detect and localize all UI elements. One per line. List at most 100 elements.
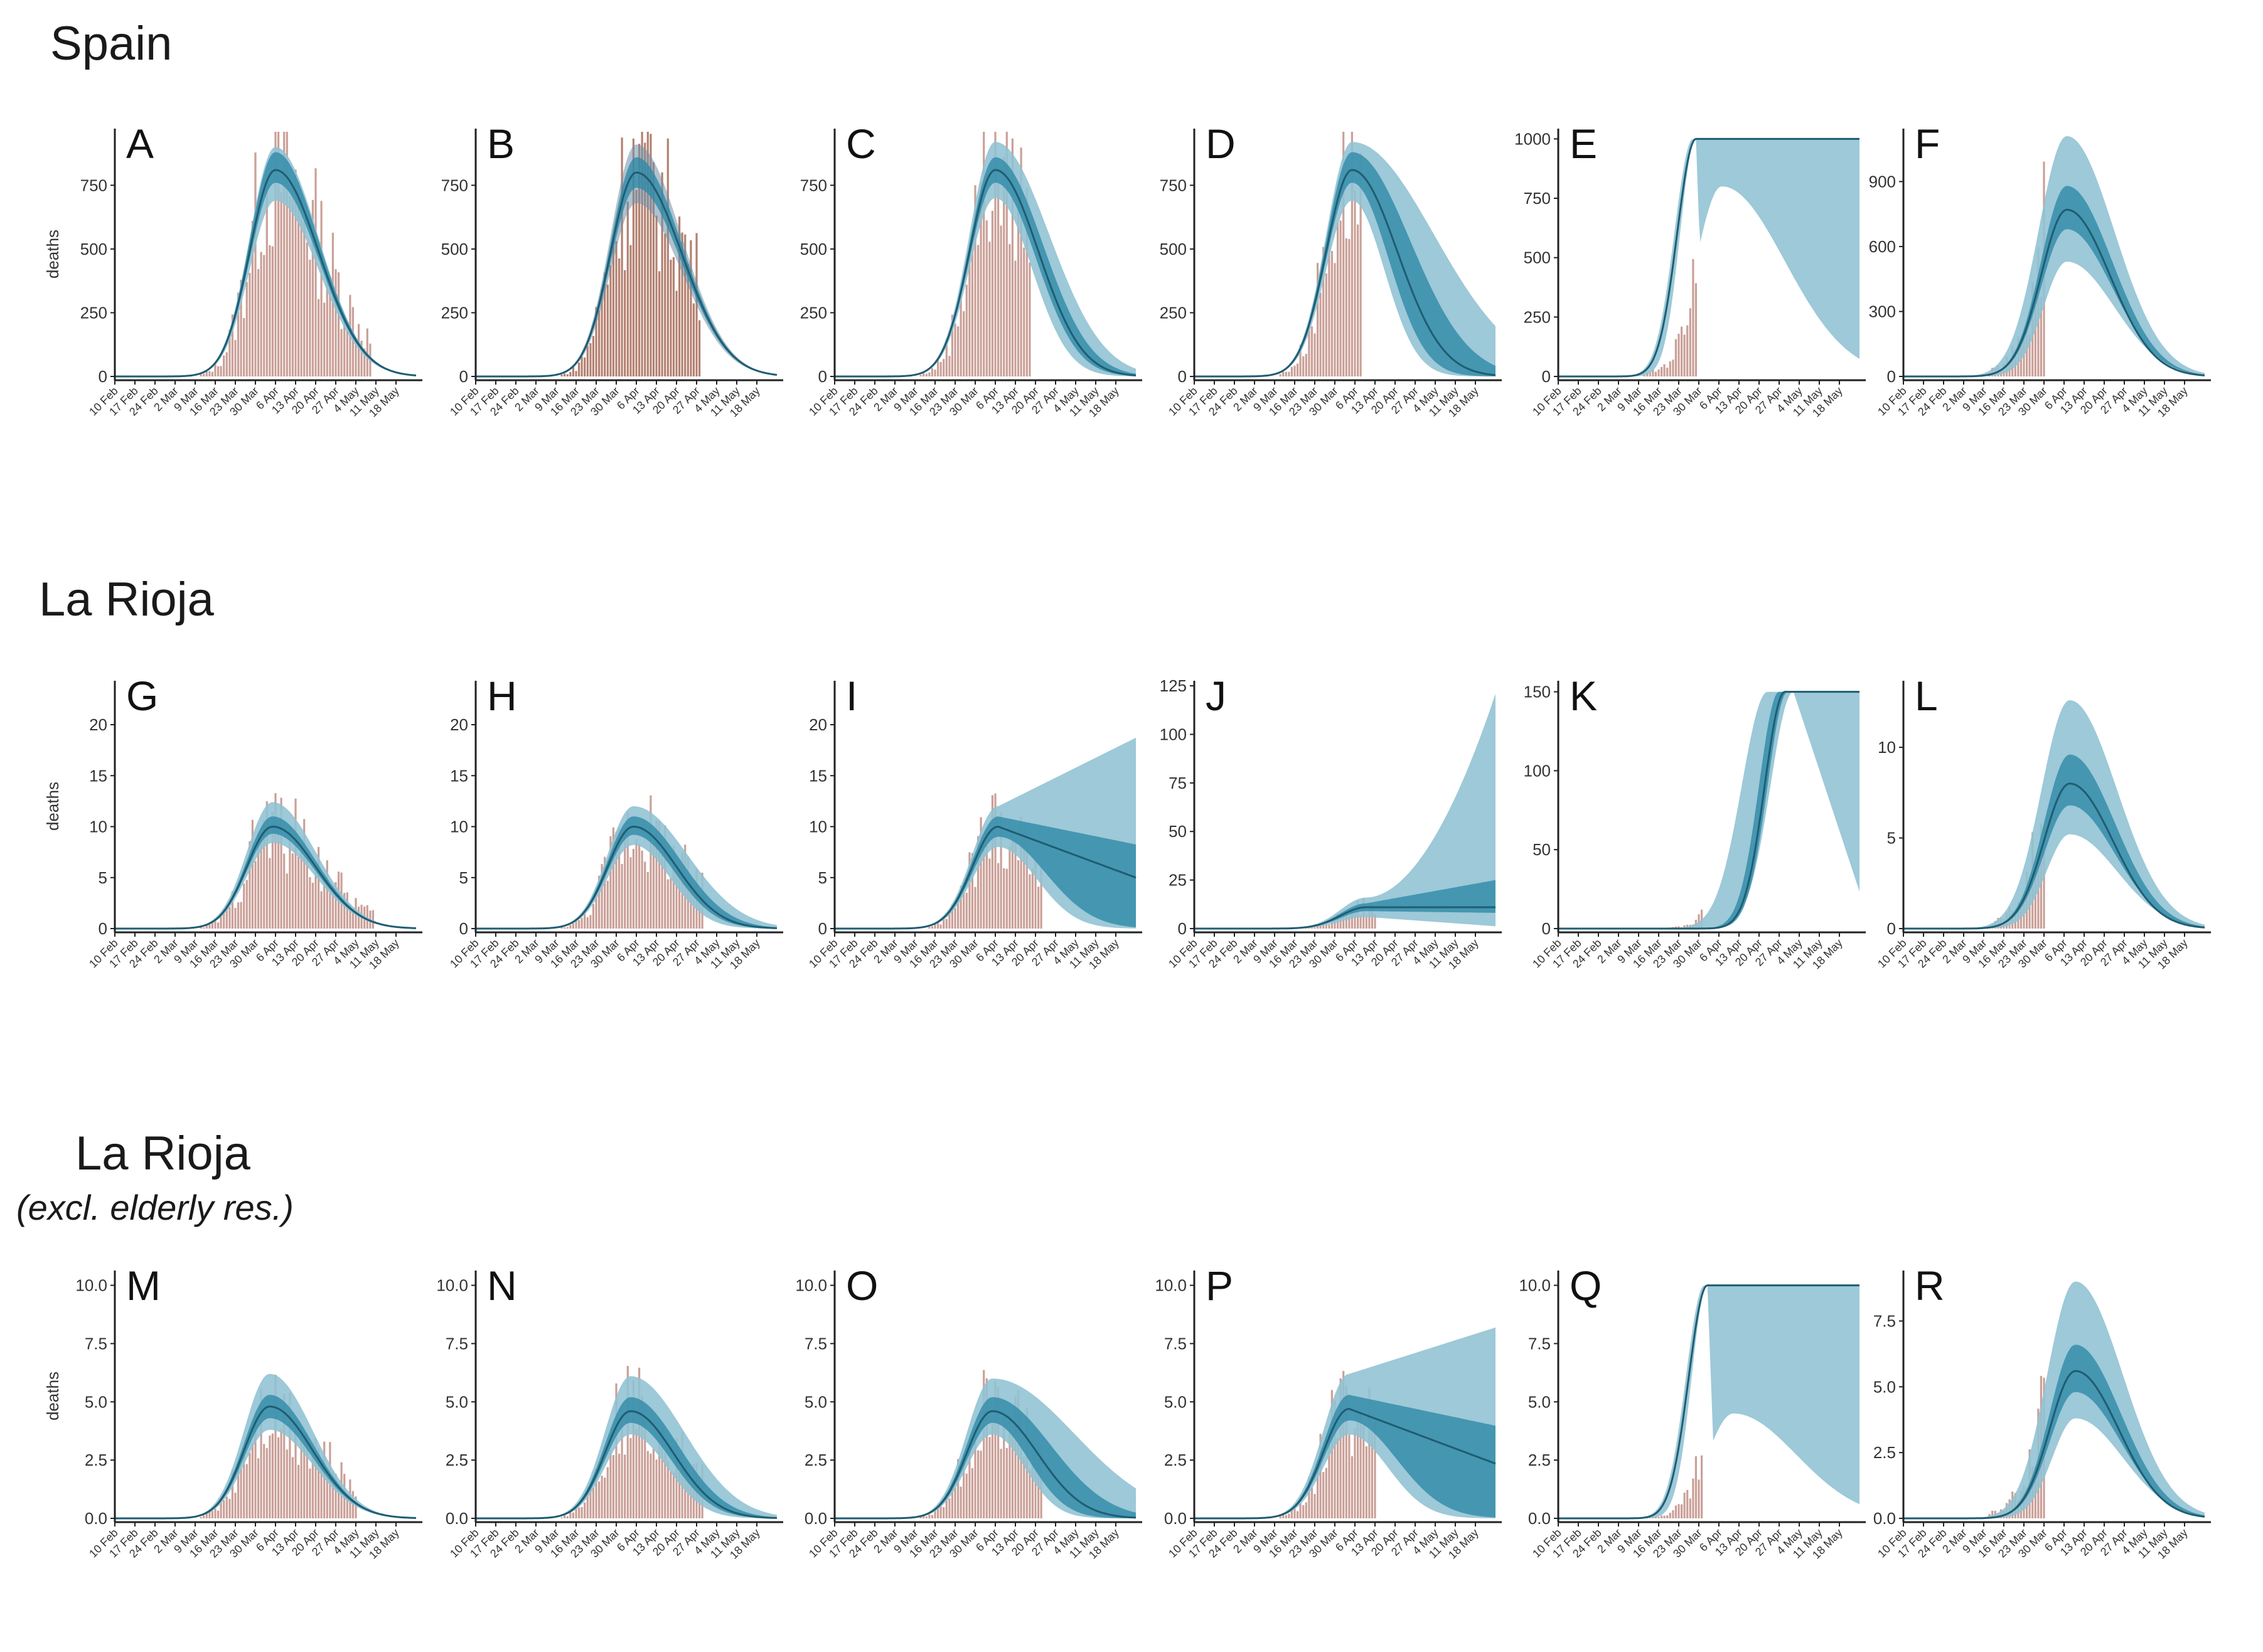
y-tick-label: 5.0 [1873,1377,1896,1396]
bar [1345,1385,1347,1518]
panel-letter: B [487,120,515,167]
bar [931,926,933,929]
bar [621,137,623,376]
median-line-k [1558,691,1859,930]
bar [2040,297,2042,376]
bar [569,1512,572,1518]
bar [271,812,274,929]
bar [670,259,672,376]
median-line-a [115,169,417,378]
panel-letter: D [1206,120,1236,167]
bar [1003,1414,1005,1518]
y-tick-label: 0.0 [85,1509,107,1528]
bar [1008,1419,1011,1518]
band-outer-m [115,1373,416,1518]
bar [297,181,300,376]
bar [1279,1516,1281,1518]
y-tick-label: 150 [1524,683,1551,701]
panel-letter: P [1206,1262,1233,1309]
y-tick-label: 2.5 [85,1451,107,1469]
y-tick-label: 7.5 [1873,1311,1896,1330]
bar [1317,263,1319,376]
bar [1663,1515,1666,1518]
bar [609,836,612,929]
bar [283,1394,286,1518]
bar [314,168,317,376]
bar [690,240,692,376]
bar [641,132,643,376]
bar [1290,1508,1293,1518]
bar [943,918,945,929]
bar [225,1496,228,1518]
bar [1672,1510,1674,1518]
bar [601,289,603,376]
bar [968,1451,971,1518]
y-tick-label: 250 [1524,307,1551,326]
bar [980,817,982,929]
chart-panel-k: 0 50 100 150 10 Feb 17 Feb 24 Feb 2 Mar 9 Mar 16 … [1524,673,1905,1004]
y-tick-label: 500 [441,240,468,258]
bar [338,272,340,376]
bar [323,302,326,376]
bar [615,1383,618,1518]
y-tick-label: 0 [818,367,827,386]
bar [225,352,228,376]
bar [598,310,601,376]
panel-letter: R [1915,1262,1945,1309]
bar [977,245,980,376]
bar [1282,371,1285,376]
bar [618,827,621,929]
bar [214,1508,217,1518]
y-tick-label: 10.0 [1519,1276,1551,1295]
bar [297,856,300,929]
y-tick-label: 0 [1178,919,1187,938]
bar [666,1461,669,1518]
y-tick-label: 750 [80,176,107,195]
bar [919,1516,922,1518]
bar [274,132,277,376]
bar [300,847,302,929]
bar [983,1370,985,1518]
chart-panel-l: 0 5 10 10 Feb 17 Feb 24 Feb 2 Mar 9 Mar 16 Mar 23… [1875,673,2250,1004]
bar [249,1452,251,1518]
bar [228,329,231,376]
bar [635,1429,638,1518]
bar [678,216,681,376]
bar [237,1467,240,1518]
y-tick-label: 0 [459,367,468,386]
bar [586,1492,589,1518]
bar [243,1447,245,1518]
y-tick-label: 500 [1524,248,1551,267]
bar [606,1467,609,1518]
y-tick-label: 0.0 [1528,1509,1551,1528]
y-tick-label: 750 [1160,176,1187,195]
bar [592,336,594,376]
bar [340,329,343,376]
panel-letter: N [487,1262,517,1309]
bar [254,1412,257,1518]
bar [1020,147,1022,376]
bar [1313,927,1316,929]
bar [1310,1487,1313,1518]
bar [245,880,248,929]
bar [240,279,242,376]
bar [1666,368,1669,376]
bars-g [200,793,374,929]
bar [1330,919,1333,929]
bar [1322,247,1325,376]
bar [1649,372,1651,376]
bar [1325,1468,1327,1518]
median-line-n [476,1410,778,1520]
bar [928,1514,931,1518]
bar [309,259,311,376]
bar [1337,223,1339,376]
bar [331,894,334,929]
bar [366,328,368,376]
bar [661,172,663,376]
bar [646,1451,649,1518]
